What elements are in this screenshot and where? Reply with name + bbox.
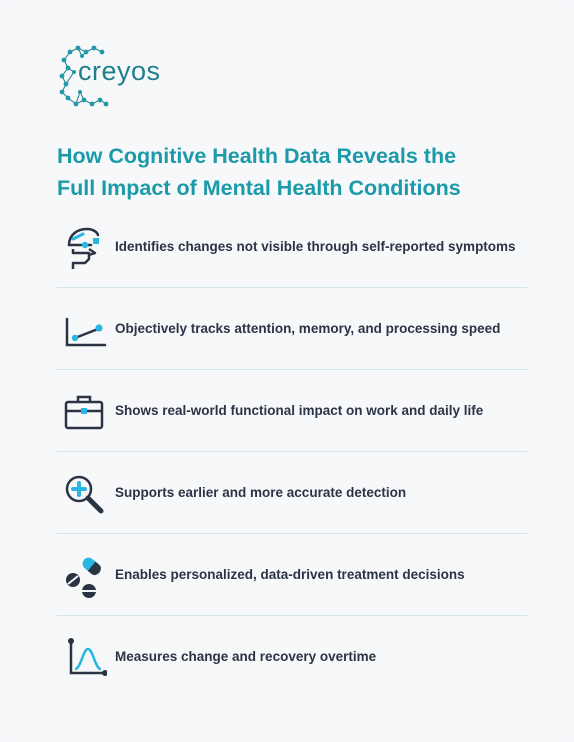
list-item-label: Identifies changes not visible through s… bbox=[115, 239, 516, 254]
title-line-1: How Cognitive Health Data Reveals the bbox=[57, 144, 457, 168]
logo-wordmark: creyos bbox=[78, 56, 161, 86]
page-title: How Cognitive Health Data Reveals the Fu… bbox=[57, 140, 537, 204]
creyos-logo: creyos bbox=[56, 44, 168, 110]
list-item: Supports earlier and more accurate detec… bbox=[57, 452, 527, 534]
briefcase-icon bbox=[64, 395, 104, 430]
list-item-label: Measures change and recovery overtime bbox=[115, 649, 377, 664]
list-item: Objectively tracks attention, memory, an… bbox=[57, 288, 527, 370]
magnifier-plus-icon bbox=[65, 475, 104, 514]
bell-curve-icon bbox=[68, 638, 107, 676]
brain-head-icon bbox=[67, 227, 100, 269]
list-item: Identifies changes not visible through s… bbox=[57, 206, 527, 288]
list-item-label: Supports earlier and more accurate detec… bbox=[115, 485, 407, 500]
title-line-2: Full Impact of Mental Health Conditions bbox=[57, 176, 461, 200]
list-item-label: Enables personalized, data-driven treatm… bbox=[115, 567, 465, 582]
line-chart-icon bbox=[65, 317, 107, 347]
list-item: Shows real-world functional impact on wo… bbox=[57, 370, 527, 452]
pills-icon bbox=[66, 557, 101, 598]
list-item-label: Objectively tracks attention, memory, an… bbox=[115, 321, 501, 336]
benefits-list: Identifies changes not visible through s… bbox=[57, 206, 527, 698]
list-item: Enables personalized, data-driven treatm… bbox=[57, 534, 527, 616]
logo-network-icon bbox=[59, 45, 109, 107]
list-item-label: Shows real-world functional impact on wo… bbox=[115, 403, 484, 418]
list-item: Measures change and recovery overtime bbox=[57, 616, 527, 698]
